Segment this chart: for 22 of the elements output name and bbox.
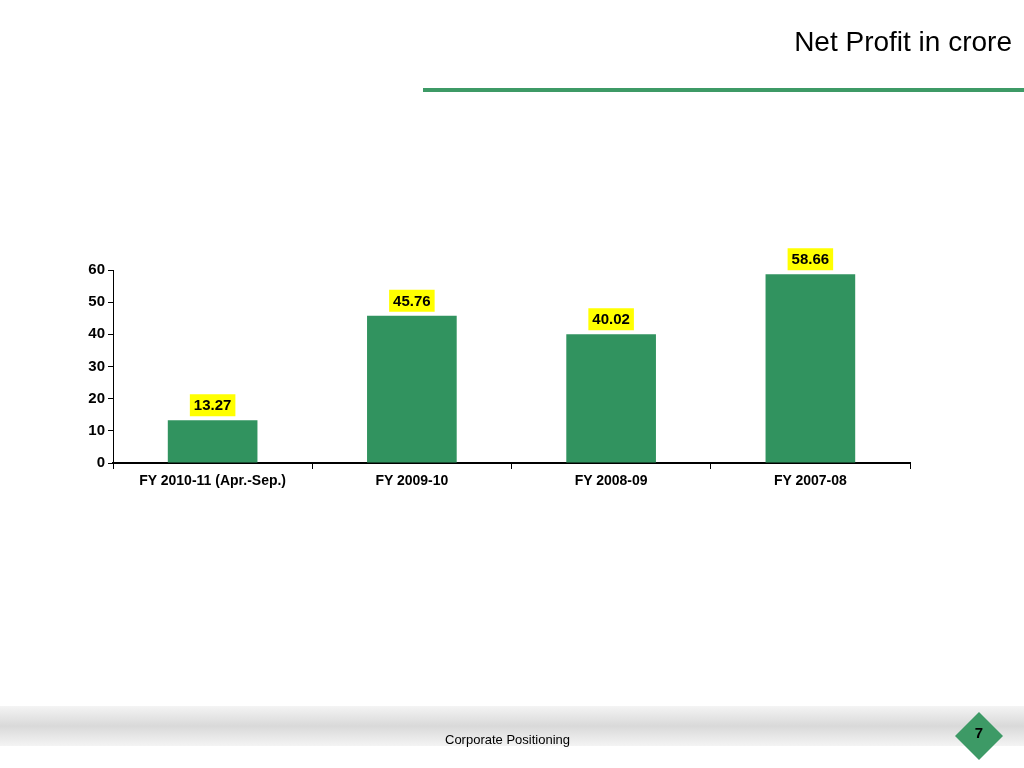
y-tick-label: 50 (88, 292, 105, 310)
bar (765, 274, 856, 463)
bar (566, 334, 656, 463)
x-tick-label: FY 2007-08 (773, 472, 848, 489)
bar (367, 315, 457, 463)
y-tick-label: 20 (88, 388, 105, 406)
data-label: 45.76 (393, 291, 431, 309)
x-tick-label: FY 2010-11 (Apr.-Sep.) (139, 472, 287, 489)
y-tick-label: 40 (88, 324, 105, 342)
y-tick-label: 0 (96, 453, 105, 471)
text: Corporate Positioning (445, 732, 571, 747)
x-tick-label: FY 2008-09 (574, 472, 648, 489)
y-tick-label: 10 (88, 420, 105, 438)
data-label: 58.66 (791, 250, 830, 268)
y-tick-label: 30 (88, 356, 105, 374)
bar (167, 420, 258, 463)
data-label: 40.02 (592, 310, 630, 328)
y-tick-label: 60 (88, 260, 105, 278)
text: 7 (973, 724, 985, 741)
x-tick-label: FY 2009-10 (375, 472, 449, 489)
chart-title: Net Profit in crore (794, 26, 1012, 58)
data-label: 13.27 (193, 396, 232, 414)
